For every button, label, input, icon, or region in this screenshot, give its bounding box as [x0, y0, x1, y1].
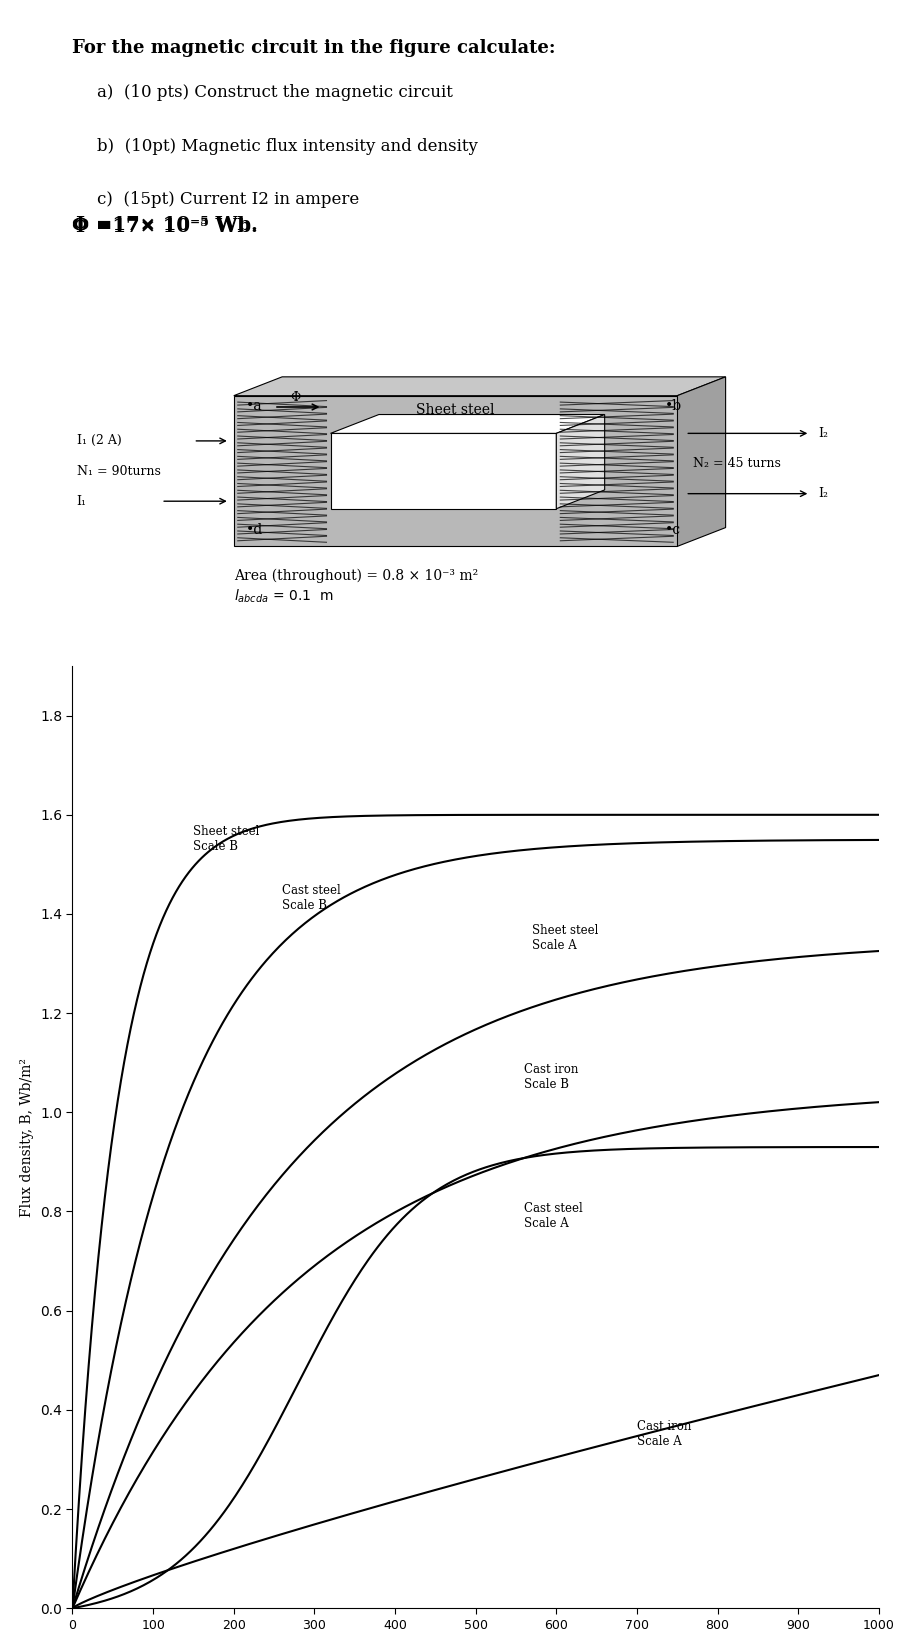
- Text: •d: •d: [246, 523, 263, 537]
- Text: c)  (15pt) Current I2 in ampere: c) (15pt) Current I2 in ampere: [97, 190, 359, 208]
- Text: Sheet steel
Scale B: Sheet steel Scale B: [193, 825, 260, 853]
- Text: N₂ = 45 turns: N₂ = 45 turns: [693, 456, 781, 469]
- Text: b)  (10pt) Magnetic flux intensity and density: b) (10pt) Magnetic flux intensity and de…: [97, 138, 477, 154]
- Text: I₁: I₁: [76, 494, 86, 507]
- Text: a)  (10 pts) Construct the magnetic circuit: a) (10 pts) Construct the magnetic circu…: [97, 84, 452, 102]
- Text: Sheet steel: Sheet steel: [416, 404, 495, 417]
- Text: Cast iron
Scale A: Cast iron Scale A: [637, 1419, 691, 1447]
- Text: For the magnetic circuit in the figure calculate:: For the magnetic circuit in the figure c…: [72, 39, 556, 57]
- Text: •c: •c: [665, 523, 681, 537]
- Text: Cast steel
Scale A: Cast steel Scale A: [524, 1201, 583, 1229]
- Polygon shape: [678, 377, 726, 546]
- Polygon shape: [556, 415, 604, 509]
- Text: Sheet steel
Scale A: Sheet steel Scale A: [532, 924, 599, 952]
- Text: $l_{abcda}$ = 0.1  m: $l_{abcda}$ = 0.1 m: [234, 587, 333, 606]
- Y-axis label: Flux density, B, Wb/m²: Flux density, B, Wb/m²: [20, 1057, 34, 1216]
- Text: •b: •b: [665, 399, 682, 414]
- Text: Cast iron
Scale B: Cast iron Scale B: [524, 1063, 578, 1091]
- Text: •a: •a: [246, 399, 263, 414]
- Text: Φ =17× 10⁻⁵ Wb.: Φ =17× 10⁻⁵ Wb.: [72, 218, 258, 236]
- Polygon shape: [331, 415, 604, 433]
- Polygon shape: [234, 395, 678, 546]
- Text: Φ =17× 10⁻⁵ Wb.: Φ =17× 10⁻⁵ Wb.: [72, 217, 258, 235]
- Polygon shape: [331, 433, 556, 509]
- Text: I₂: I₂: [818, 427, 828, 440]
- Polygon shape: [234, 377, 726, 395]
- Text: N₁ = 90turns: N₁ = 90turns: [76, 464, 160, 478]
- Text: Area (throughout) = 0.8 × 10⁻³ m²: Area (throughout) = 0.8 × 10⁻³ m²: [234, 569, 478, 584]
- Text: Φ: Φ: [290, 391, 301, 404]
- Text: Cast steel
Scale B: Cast steel Scale B: [282, 884, 341, 912]
- Text: I₁ (2 A): I₁ (2 A): [76, 435, 121, 448]
- Text: I₂: I₂: [818, 487, 828, 501]
